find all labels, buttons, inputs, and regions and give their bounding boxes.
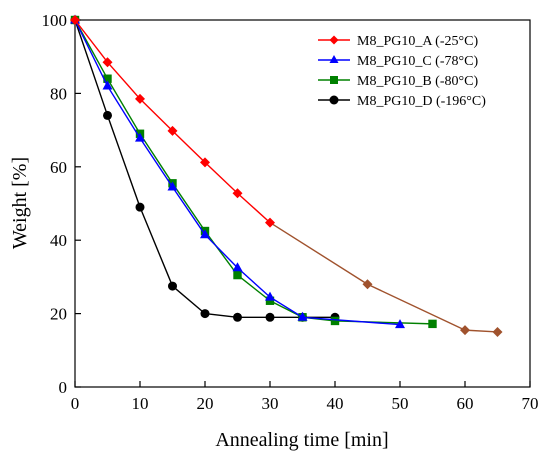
series-line-segment <box>106 115 141 208</box>
x-tick-label: 10 <box>132 394 149 413</box>
y-tick-label: 20 <box>50 305 67 324</box>
data-point-diamond <box>200 157 210 168</box>
data-point-triangle <box>102 80 113 90</box>
x-tick-label: 50 <box>392 394 409 413</box>
series-line-segment <box>204 230 239 276</box>
x-tick-label: 40 <box>327 394 344 413</box>
legend-label-a: M8_PG10_A (-25°C) <box>357 34 478 49</box>
series-line-segment <box>171 186 206 236</box>
data-point-square <box>233 270 242 280</box>
series-line-segment <box>106 78 141 135</box>
x-tick-label: 60 <box>457 394 474 413</box>
data-point-circle <box>103 110 112 120</box>
axis-ticks: 0 10 20 30 40 50 60 70 0 20 40 60 80 100 <box>42 11 539 413</box>
legend-label-b: M8_PG10_B (-80°C) <box>357 74 478 89</box>
series-line-segment <box>139 98 173 132</box>
data-point-triangle <box>297 311 308 321</box>
series-line-segment <box>172 130 206 163</box>
data-point-square <box>103 74 112 83</box>
data-point-triangle <box>135 132 145 142</box>
series-line-segment <box>269 221 368 285</box>
x-axis-title: Annealing time [min] <box>215 429 388 451</box>
series-line-segment <box>171 182 206 232</box>
data-point-square <box>428 319 437 329</box>
y-axis-title: Weight [%] <box>9 157 31 249</box>
x-tick-label: 20 <box>197 394 214 413</box>
series-line-segment <box>204 161 238 194</box>
y-tick-label: 0 <box>59 378 68 397</box>
data-point-triangle <box>167 181 178 191</box>
data-point-diamond <box>70 15 80 25</box>
series-line-segment <box>302 316 401 326</box>
data-point-diamond <box>460 325 470 336</box>
data-point-triangle <box>200 229 210 239</box>
series-line-segment <box>172 285 206 315</box>
legend-triangle-marker <box>329 55 339 63</box>
legend-entry-d: M8_PG10_D (-196°C) <box>318 94 486 109</box>
y-tick-label: 40 <box>50 231 67 250</box>
data-point-triangle <box>265 291 275 301</box>
series-triangle <box>70 14 405 329</box>
plot-frame <box>74 19 531 388</box>
data-series <box>70 14 503 337</box>
series-line-segment <box>139 206 174 287</box>
series-line-segment <box>464 329 498 333</box>
series-line-segment <box>74 19 109 116</box>
series-line-segment <box>74 19 109 63</box>
data-point-diamond <box>232 188 243 199</box>
legend-label-c: M8_PG10_C (-78°C) <box>357 54 478 69</box>
series-line-segment <box>139 137 174 188</box>
data-point-diamond <box>362 279 373 290</box>
legend-square-marker <box>330 76 338 84</box>
data-point-triangle <box>395 319 405 329</box>
series-diamond <box>70 15 503 337</box>
series-line-segment <box>367 283 466 331</box>
legend-entry-a: M8_PG10_A (-25°C) <box>318 34 478 49</box>
data-point-circle <box>200 309 210 319</box>
data-point-diamond <box>492 326 503 337</box>
data-point-diamond <box>265 217 275 228</box>
data-point-square <box>265 296 275 305</box>
x-tick-label: 30 <box>262 394 279 413</box>
series-line-segment <box>237 274 271 302</box>
data-point-diamond <box>135 93 145 104</box>
legend: M8_PG10_A (-25°C) M8_PG10_C (-78°C) M8_P… <box>318 34 486 109</box>
series-line-segment <box>204 312 238 318</box>
legend-entry-c: M8_PG10_C (-78°C) <box>318 54 478 69</box>
x-tick-label: 0 <box>71 394 80 413</box>
y-tick-label: 60 <box>50 158 67 177</box>
data-point-circle <box>265 312 275 322</box>
legend-circle-marker <box>329 95 339 105</box>
data-point-triangle <box>232 262 243 272</box>
data-point-diamond <box>102 57 113 68</box>
series-line-segment <box>139 133 174 184</box>
series-line-segment <box>237 267 271 298</box>
series-line-segment <box>204 234 238 269</box>
legend-label-d: M8_PG10_D (-196°C) <box>357 94 486 109</box>
y-tick-label: 100 <box>42 11 68 30</box>
data-point-square <box>330 316 340 326</box>
y-tick-label: 80 <box>50 84 67 103</box>
data-point-circle <box>135 202 145 212</box>
series-line-segment <box>237 192 271 224</box>
legend-diamond-marker <box>329 35 339 45</box>
data-point-circle <box>233 312 242 322</box>
series-line-segment <box>269 296 303 318</box>
series-line-segment <box>74 19 109 87</box>
data-point-circle <box>168 281 177 291</box>
x-tick-label: 70 <box>522 394 539 413</box>
data-point-diamond <box>167 125 178 136</box>
series-line-segment <box>106 61 141 100</box>
series-line-segment <box>106 85 141 139</box>
legend-entry-b: M8_PG10_B (-80°C) <box>318 74 478 89</box>
